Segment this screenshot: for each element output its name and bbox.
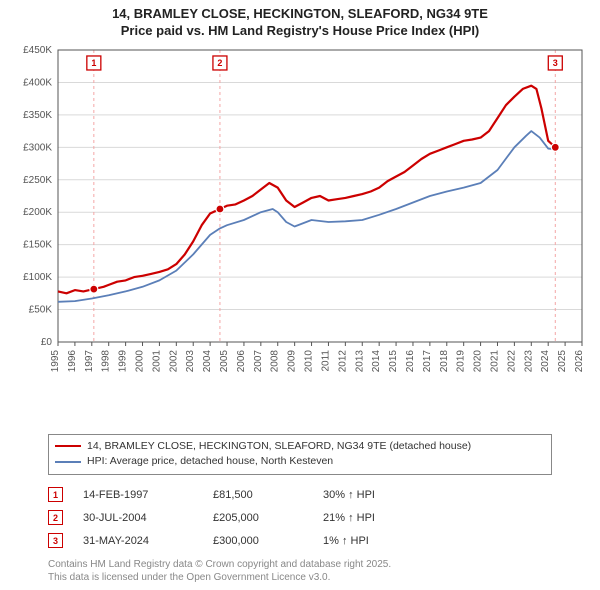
svg-text:1999: 1999 [118,349,129,372]
sale-row: 1 14-FEB-1997 £81,500 30% ↑ HPI [48,483,552,506]
svg-text:£250K: £250K [23,175,52,186]
price-line-chart: £0 £50K £100K £150K £200K £250K £300K £350K £400… [10,42,590,382]
svg-text:2012: 2012 [337,349,348,372]
sale-price: £300,000 [213,535,303,547]
svg-text:£100K: £100K [23,272,52,283]
svg-text:2001: 2001 [151,349,162,372]
svg-text:£400K: £400K [23,77,52,88]
svg-text:2017: 2017 [422,349,433,372]
svg-text:£0: £0 [41,337,53,348]
svg-text:2002: 2002 [168,349,179,372]
svg-text:2026: 2026 [574,349,585,372]
svg-text:1996: 1996 [67,349,78,372]
svg-text:2004: 2004 [202,349,213,372]
sale-price: £81,500 [213,489,303,501]
svg-text:1995: 1995 [50,349,61,372]
legend-swatch [55,445,81,447]
sale-hpi: 30% ↑ HPI [323,489,423,501]
chart-area: £0 £50K £100K £150K £200K £250K £300K £350K £400… [0,42,600,430]
svg-text:2019: 2019 [456,349,467,372]
svg-text:2023: 2023 [523,349,534,372]
sale-price: £205,000 [213,512,303,524]
svg-text:£50K: £50K [29,304,53,315]
sale-row: 3 31-MAY-2024 £300,000 1% ↑ HPI [48,529,552,552]
svg-text:2009: 2009 [287,349,298,372]
sale-date: 31-MAY-2024 [83,535,193,547]
legend: 14, BRAMLEY CLOSE, HECKINGTON, SLEAFORD,… [48,434,552,476]
svg-text:2021: 2021 [489,349,500,372]
svg-text:2016: 2016 [405,349,416,372]
svg-text:2010: 2010 [304,349,315,372]
sale-row: 2 30-JUL-2004 £205,000 21% ↑ HPI [48,506,552,529]
legend-row: HPI: Average price, detached house, Nort… [55,454,545,470]
sale-hpi: 21% ↑ HPI [323,512,423,524]
svg-text:2: 2 [217,58,222,68]
svg-text:1: 1 [91,58,96,68]
sale-marker-box: 1 [48,487,63,502]
svg-text:2020: 2020 [473,349,484,372]
title-line-1: 14, BRAMLEY CLOSE, HECKINGTON, SLEAFORD,… [10,6,590,23]
title-line-2: Price paid vs. HM Land Registry's House … [10,23,590,40]
svg-text:3: 3 [553,58,558,68]
svg-text:2000: 2000 [135,349,146,372]
legend-label: 14, BRAMLEY CLOSE, HECKINGTON, SLEAFORD,… [87,439,471,455]
sale-date: 14-FEB-1997 [83,489,193,501]
footer-attribution: Contains HM Land Registry data © Crown c… [48,558,552,584]
svg-text:2006: 2006 [236,349,247,372]
sale-marker-box: 2 [48,510,63,525]
svg-text:2022: 2022 [506,349,517,372]
svg-text:£300K: £300K [23,142,52,153]
svg-text:2013: 2013 [354,349,365,372]
svg-text:2015: 2015 [388,349,399,372]
svg-text:2014: 2014 [371,349,382,372]
legend-label: HPI: Average price, detached house, Nort… [87,454,333,470]
sale-date: 30-JUL-2004 [83,512,193,524]
sale-hpi: 1% ↑ HPI [323,535,423,547]
svg-text:2024: 2024 [540,349,551,372]
svg-text:£200K: £200K [23,207,52,218]
svg-text:2011: 2011 [320,349,331,371]
svg-text:2025: 2025 [557,349,568,372]
sale-marker-box: 3 [48,533,63,548]
svg-text:2018: 2018 [439,349,450,372]
svg-text:2008: 2008 [270,349,281,372]
footer-line-2: This data is licensed under the Open Gov… [48,571,552,584]
svg-text:1998: 1998 [101,349,112,372]
footer-line-1: Contains HM Land Registry data © Crown c… [48,558,552,571]
svg-text:1997: 1997 [84,349,95,372]
legend-swatch [55,461,81,463]
svg-text:£350K: £350K [23,110,52,121]
svg-text:£150K: £150K [23,239,52,250]
svg-text:2003: 2003 [185,349,196,372]
svg-text:2007: 2007 [253,349,264,372]
svg-text:2005: 2005 [219,349,230,372]
sales-table: 1 14-FEB-1997 £81,500 30% ↑ HPI 2 30-JUL-2004… [48,483,552,552]
legend-row: 14, BRAMLEY CLOSE, HECKINGTON, SLEAFORD,… [55,439,545,455]
svg-text:£450K: £450K [23,45,52,56]
chart-title-block: 14, BRAMLEY CLOSE, HECKINGTON, SLEAFORD,… [0,0,600,42]
